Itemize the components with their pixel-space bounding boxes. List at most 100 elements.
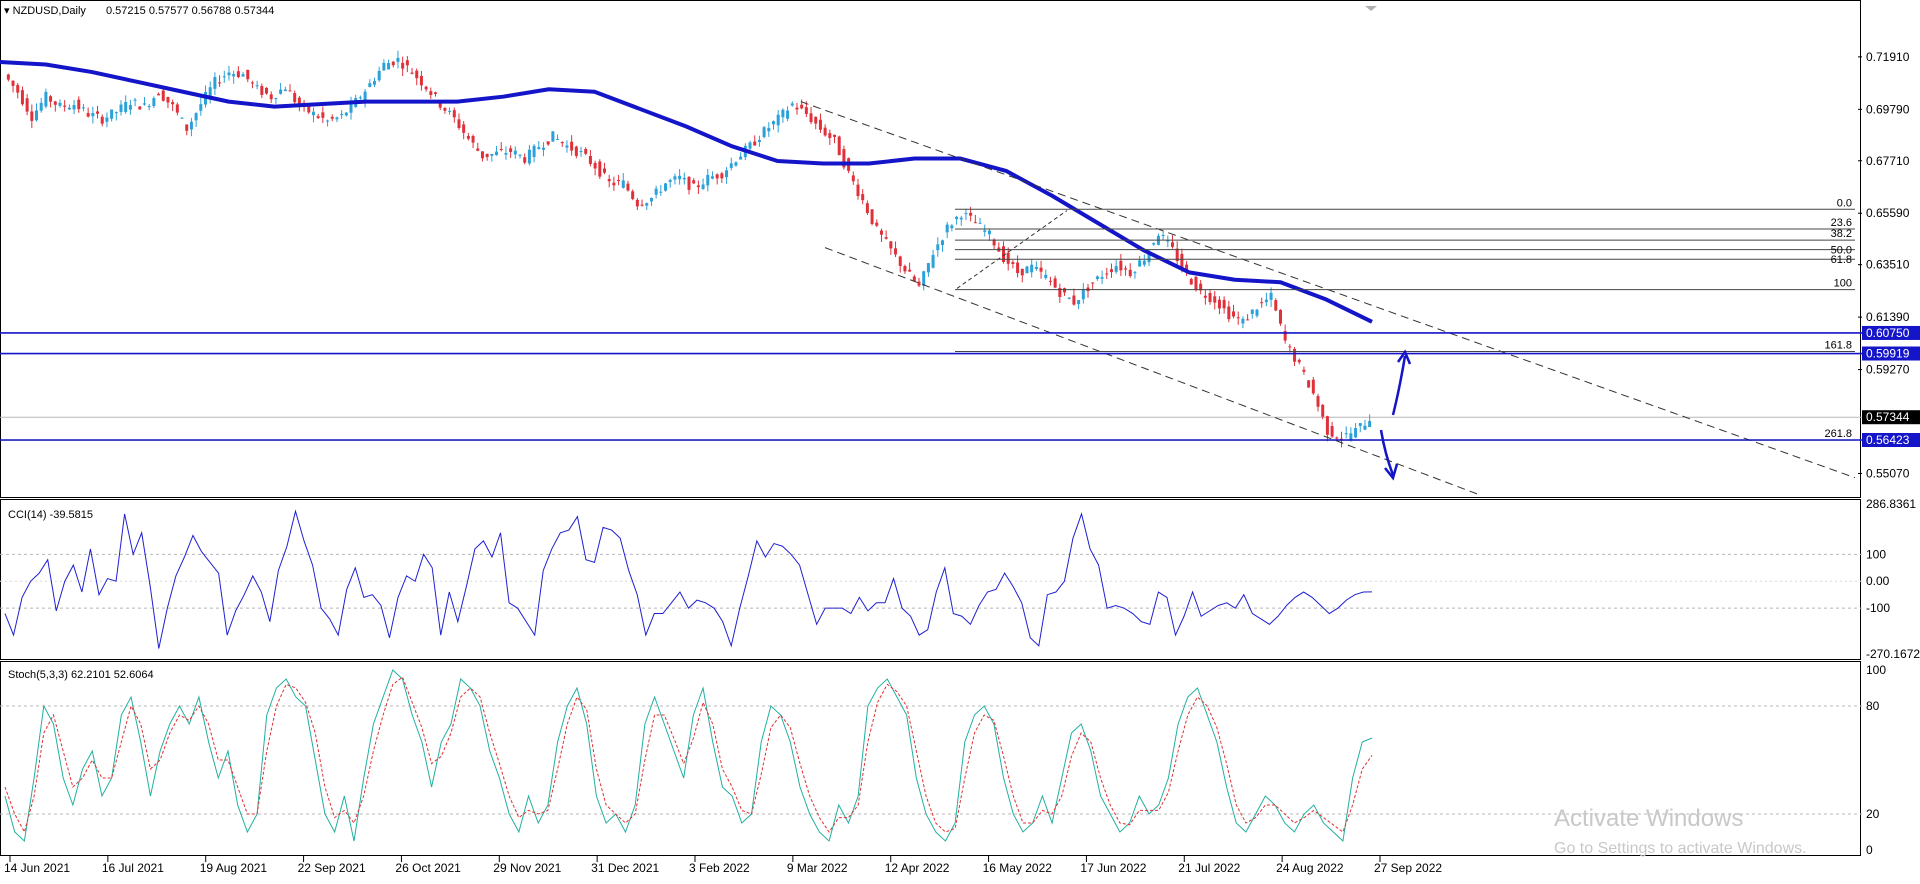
candle-body: [696, 185, 700, 188]
candle-body: [128, 105, 132, 110]
price-label-box: [1862, 325, 1920, 340]
candle-body: [1203, 295, 1207, 298]
candle-body: [1354, 428, 1358, 438]
candle-body: [861, 194, 865, 201]
candle-body: [786, 110, 790, 119]
candle-body: [1358, 423, 1362, 427]
watermark-title: Activate Windows: [1554, 805, 1743, 832]
time-tick-label: 3 Feb 2022: [689, 861, 750, 875]
candle-body: [556, 138, 560, 140]
candle-body: [11, 80, 15, 86]
candle-body: [879, 230, 883, 235]
candle-body: [189, 121, 193, 130]
candle-body: [194, 113, 198, 121]
candle-body: [424, 86, 428, 90]
candle-body: [448, 110, 452, 112]
candle-body: [1307, 380, 1311, 388]
candle-body: [612, 182, 616, 186]
candle-body: [471, 135, 475, 143]
candle-body: [344, 112, 348, 116]
candle-body: [293, 93, 297, 103]
candle-body: [321, 112, 325, 118]
fib-level-label: 23.6: [1831, 217, 1852, 229]
candle-body: [213, 77, 217, 89]
candle-body: [462, 124, 466, 133]
candle-body: [401, 62, 405, 69]
candle-body: [1274, 300, 1278, 311]
candle-body: [1241, 318, 1245, 324]
candle-body: [175, 104, 179, 113]
candle-body: [748, 142, 752, 149]
cci-tick-label: -100: [1866, 601, 1890, 615]
price-label-text: 0.60750: [1866, 326, 1910, 340]
candle-body: [598, 161, 602, 177]
candle-body: [973, 222, 977, 224]
candle-body: [419, 75, 423, 86]
candle-body: [274, 98, 278, 100]
candle-body: [1344, 433, 1348, 435]
candle-body: [926, 263, 930, 273]
fib-level-label: 61.8: [1831, 254, 1852, 266]
price-label-text: 0.59919: [1866, 347, 1910, 361]
candle-body: [964, 213, 968, 215]
candle-body: [1316, 396, 1320, 407]
candle-body: [898, 256, 902, 267]
candle-body: [617, 179, 621, 181]
candle-body: [1091, 282, 1095, 284]
candle-body: [297, 97, 301, 107]
candle-body: [434, 92, 438, 94]
candle-body: [631, 191, 635, 199]
candle-body: [133, 99, 137, 101]
candle-body: [687, 176, 691, 190]
candle-body: [865, 203, 869, 214]
candle-body: [138, 106, 142, 110]
candle-body: [804, 107, 808, 114]
time-tick-label: 19 Aug 2021: [200, 861, 268, 875]
candle-body: [81, 107, 85, 109]
candle-body: [870, 209, 874, 224]
cci-panel-frame: [0, 499, 1861, 660]
stoch-panel-frame: [0, 661, 1861, 856]
candle-body: [180, 117, 184, 119]
candle-body: [603, 168, 607, 173]
candle-body: [485, 153, 489, 158]
candle-body: [1053, 278, 1057, 288]
candle-body: [283, 89, 287, 92]
candle-body: [1236, 317, 1240, 319]
candle-body: [1077, 299, 1081, 305]
stoch-tick-label: 100: [1866, 663, 1886, 677]
candle-body: [518, 154, 522, 156]
cci-tick-label: 286.8361: [1866, 497, 1916, 511]
scroll-marker-icon[interactable]: [1365, 6, 1377, 11]
candle-body: [626, 183, 630, 191]
candle-body: [218, 82, 222, 84]
candle-body: [1058, 287, 1062, 297]
candle-body: [1363, 425, 1367, 430]
candle-body: [908, 269, 912, 272]
candle-body: [105, 117, 109, 122]
candle-body: [382, 62, 386, 71]
candle-body: [77, 99, 81, 110]
candle-body: [250, 82, 254, 84]
candle-body: [110, 109, 114, 119]
candle-body: [720, 173, 724, 179]
candle-body: [987, 230, 991, 235]
price-tick-label: 0.59270: [1866, 363, 1910, 377]
arrow-down-icon: [1379, 429, 1395, 476]
candle-body: [415, 70, 419, 79]
candle-body: [1100, 277, 1104, 279]
candle-body: [635, 199, 639, 207]
candle-body: [546, 141, 550, 145]
candle-body: [1138, 260, 1142, 267]
candle-body: [894, 248, 898, 255]
time-tick-label: 27 Sep 2022: [1374, 861, 1442, 875]
candle-body: [673, 176, 677, 180]
candle-body: [124, 102, 128, 112]
candle-body: [621, 180, 625, 188]
candle-body: [147, 106, 151, 108]
candle-body: [649, 198, 653, 202]
stoch-tick-label: 0: [1866, 843, 1873, 857]
candle-body: [499, 148, 503, 150]
candle-body: [391, 61, 395, 66]
